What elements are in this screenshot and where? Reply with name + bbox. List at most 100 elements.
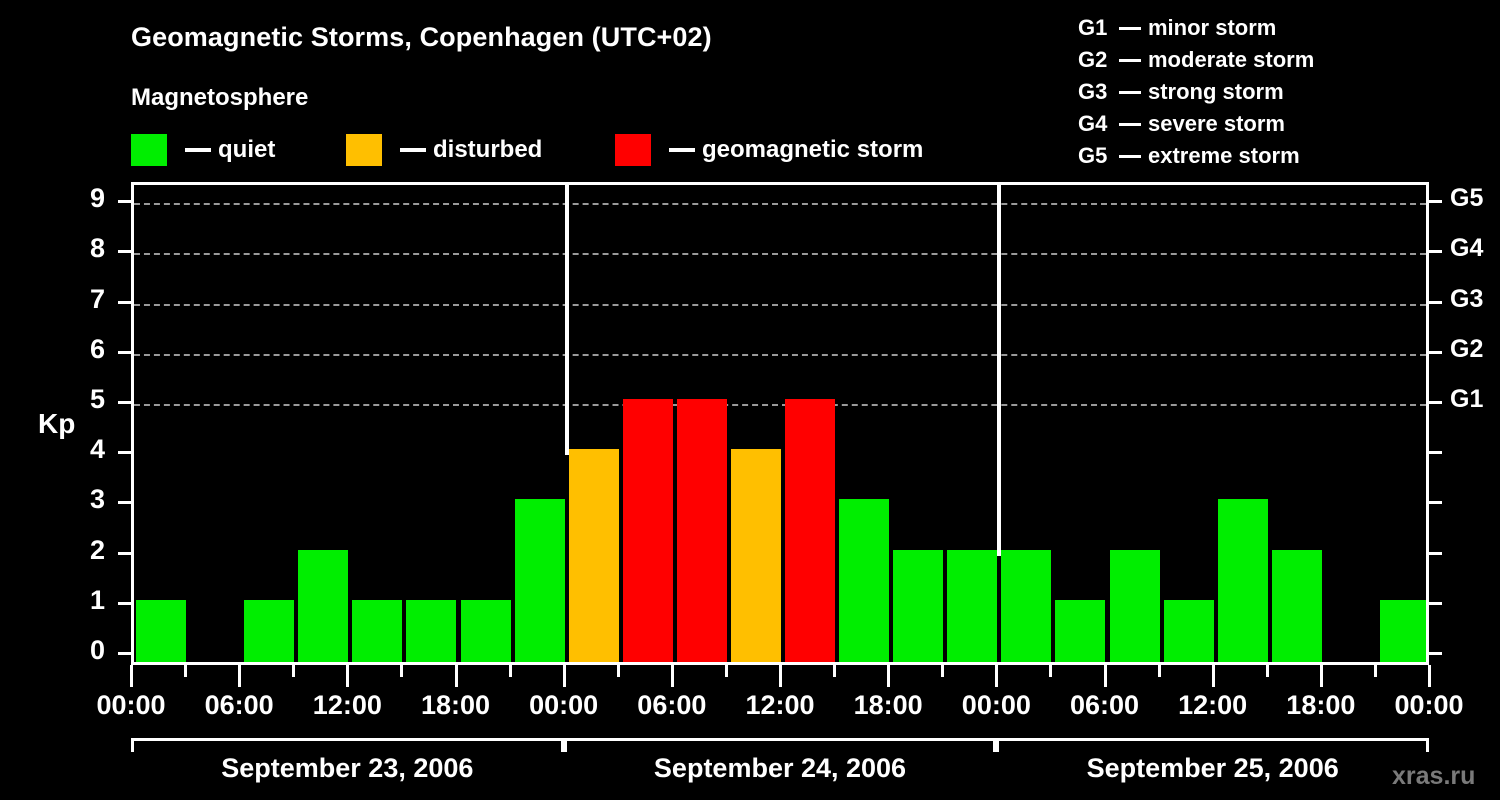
kp-bar [136, 599, 187, 662]
y-tick-label: 1 [89, 584, 105, 615]
gscale-description: moderate storm [1148, 47, 1315, 72]
x-tick-minor [292, 665, 296, 677]
x-tick-major [238, 665, 242, 687]
gscale-row-g3: G3 strong storm [1078, 76, 1314, 108]
kp-bar [947, 549, 998, 662]
kp-bar [622, 399, 673, 662]
x-tick-label: 06:00 [1069, 690, 1140, 720]
kp-bar [785, 399, 836, 662]
day-bracket [563, 738, 997, 752]
legend-swatch-icon [346, 134, 382, 166]
legend-dash-icon [669, 148, 695, 152]
x-tick-minor [1157, 665, 1161, 677]
gscale-row-g2: G2 moderate storm [1078, 44, 1314, 76]
kp-bar [839, 499, 890, 662]
x-tick-minor [1373, 665, 1377, 677]
kp-bar [1001, 549, 1052, 662]
gscale-code: G4 [1078, 111, 1108, 136]
gridline-kp-7 [134, 303, 1426, 306]
x-tick-major [346, 665, 350, 687]
y-tick [118, 652, 131, 655]
gscale-row-g5: G5 extreme storm [1078, 140, 1314, 172]
y-tick-label: 9 [89, 183, 105, 214]
y-tick-right [1429, 601, 1442, 605]
day-bracket [131, 738, 564, 752]
x-tick-label: 18:00 [1286, 690, 1356, 720]
x-tick-major [1319, 665, 1323, 687]
kp-bar [1271, 549, 1322, 662]
day-bracket [996, 738, 1429, 752]
x-tick-major [1103, 665, 1107, 687]
disturbed-legend: disturbed [346, 133, 542, 167]
quiet-legend: quiet [131, 133, 275, 167]
gridline-kp-8 [134, 253, 1426, 256]
x-tick-minor [1049, 665, 1053, 677]
legend-label: disturbed [433, 136, 543, 163]
x-tick-label: 00:00 [1394, 690, 1464, 720]
x-tick-minor [833, 665, 837, 677]
y-tick-label: 0 [89, 635, 105, 665]
g-axis-label: G3 [1450, 284, 1484, 313]
gscale-description: extreme storm [1148, 143, 1300, 168]
kp-bar [352, 599, 403, 662]
kp-bar [514, 499, 565, 662]
gscale-code: G3 [1078, 79, 1108, 104]
day-label: September 23, 2006 [221, 753, 474, 783]
x-tick-major [995, 665, 999, 687]
day-separator [997, 185, 1002, 556]
day-label: September 25, 2006 [1086, 753, 1339, 783]
g-axis-label: G2 [1450, 334, 1484, 363]
gscale-dash-icon [1119, 26, 1141, 30]
kp-bar [893, 549, 944, 662]
kp-bar [1379, 599, 1426, 662]
gscale-description: severe storm [1148, 111, 1285, 136]
x-tick-major [887, 665, 891, 687]
y-tick [118, 350, 131, 354]
y-tick [118, 200, 131, 204]
y-tick-right [1429, 350, 1442, 354]
day-label: September 24, 2006 [653, 753, 907, 783]
x-tick-label: 00:00 [961, 690, 1031, 720]
x-tick-major [1211, 665, 1215, 687]
x-tick-minor [1265, 665, 1269, 677]
x-tick-label: 06:00 [637, 690, 707, 720]
gscale-dash-icon [1119, 58, 1141, 62]
x-tick-label: 00:00 [96, 690, 166, 720]
x-tick-major [779, 665, 782, 687]
plot-area [131, 182, 1429, 665]
kp-bar [1109, 549, 1160, 662]
kp-bar [676, 399, 727, 662]
g-axis-label: G1 [1450, 385, 1484, 413]
y-tick [118, 401, 131, 404]
y-tick-label: 5 [89, 384, 105, 414]
magnetosphere-heading: Magnetosphere [131, 84, 309, 111]
y-tick-label: 7 [89, 283, 105, 314]
legend-swatch-icon [131, 134, 167, 166]
gscale-description: minor storm [1148, 15, 1277, 40]
y-tick-right [1429, 451, 1442, 455]
y-tick-label: 2 [89, 534, 105, 565]
x-tick-minor [724, 665, 728, 677]
kp-bar [568, 449, 619, 662]
x-tick-label: 18:00 [853, 690, 923, 720]
gscale-row-g4: G4 severe storm [1078, 108, 1314, 140]
x-tick-label: 18:00 [420, 690, 491, 720]
y-tick-right [1429, 652, 1442, 655]
kp-bar [460, 599, 511, 662]
gscale-code: G5 [1078, 143, 1108, 168]
legend-dash-icon [400, 148, 426, 152]
storm-legend: geomagnetic storm [615, 133, 923, 167]
y-tick-right [1429, 551, 1442, 555]
g-axis-label: G5 [1450, 184, 1484, 213]
x-tick-label: 12:00 [1178, 690, 1248, 720]
gscale-dash-icon [1119, 154, 1141, 158]
gscale-dash-icon [1119, 90, 1141, 94]
y-axis-title: Kp [38, 408, 76, 439]
gscale-legend: G1 minor storm G2 moderate storm G3 strong st… [1078, 12, 1314, 172]
gridline-kp-9 [134, 203, 1426, 206]
gridline-kp-5 [134, 404, 1426, 406]
x-tick-minor [941, 665, 945, 677]
y-tick-label: 8 [89, 233, 105, 264]
y-tick [118, 250, 131, 254]
